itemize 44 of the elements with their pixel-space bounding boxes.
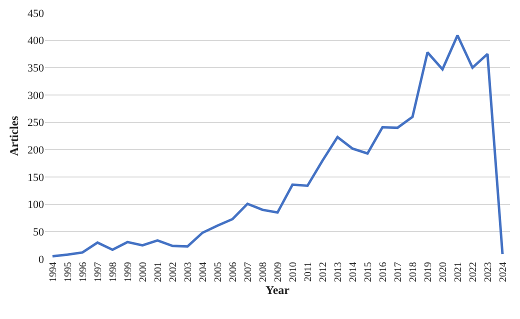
x-tick-label: 2006 [228, 262, 239, 282]
x-tick-label: 2023 [482, 262, 494, 282]
x-tick-label: 2013 [332, 262, 344, 282]
y-tick-label: 250 [28, 117, 44, 130]
x-tick-label: 1998 [108, 262, 119, 282]
y-tick-label: 50 [33, 226, 44, 239]
x-tick-label: 1999 [122, 262, 134, 282]
x-tick-label: 2007 [242, 262, 254, 282]
x-tick-label: 1997 [92, 262, 104, 282]
x-tick-label: 2024 [498, 262, 509, 282]
x-tick-label: 2015 [362, 262, 374, 282]
y-tick-label: 300 [28, 90, 44, 102]
x-tick-label: 2017 [392, 262, 404, 282]
x-tick-label: 2020 [438, 262, 449, 282]
y-tick-label: 400 [28, 35, 44, 48]
x-tick-label: 2019 [422, 262, 434, 282]
x-axis-title: Year [266, 282, 290, 297]
y-tick-label: 450 [28, 8, 44, 20]
x-tick-label: 2008 [258, 262, 269, 282]
x-tick-label: 1996 [78, 262, 89, 282]
x-tick-label: 2005 [212, 262, 224, 282]
x-tick-label: 2012 [318, 262, 329, 282]
x-tick-label: 2002 [168, 262, 179, 282]
x-tick-label: 2014 [348, 262, 359, 282]
x-tick-label: 2009 [272, 262, 284, 282]
x-tick-label: 1994 [48, 262, 59, 282]
x-tick-label: 2022 [468, 262, 479, 282]
x-tick-label: 2004 [198, 262, 209, 282]
x-tick-label: 2010 [288, 262, 299, 282]
x-tick-label: 2021 [452, 262, 464, 282]
x-tick-label: 2018 [408, 262, 419, 282]
y-tick-label: 150 [28, 172, 44, 184]
y-tick-label: 350 [28, 62, 44, 75]
x-tick-label: 2011 [302, 262, 314, 282]
x-tick-label: 2001 [152, 262, 164, 282]
x-tick-label: 2016 [378, 262, 389, 282]
x-tick-label: 2003 [182, 262, 194, 282]
line-series [51, 34, 504, 258]
y-axis-title: Articles [6, 116, 21, 156]
y-tick-label: 0 [38, 254, 44, 266]
x-tick-label: 2000 [138, 262, 149, 282]
y-tick-label: 100 [28, 199, 44, 212]
x-tick-label: 1995 [62, 262, 74, 282]
y-tick-label: 200 [28, 144, 44, 157]
